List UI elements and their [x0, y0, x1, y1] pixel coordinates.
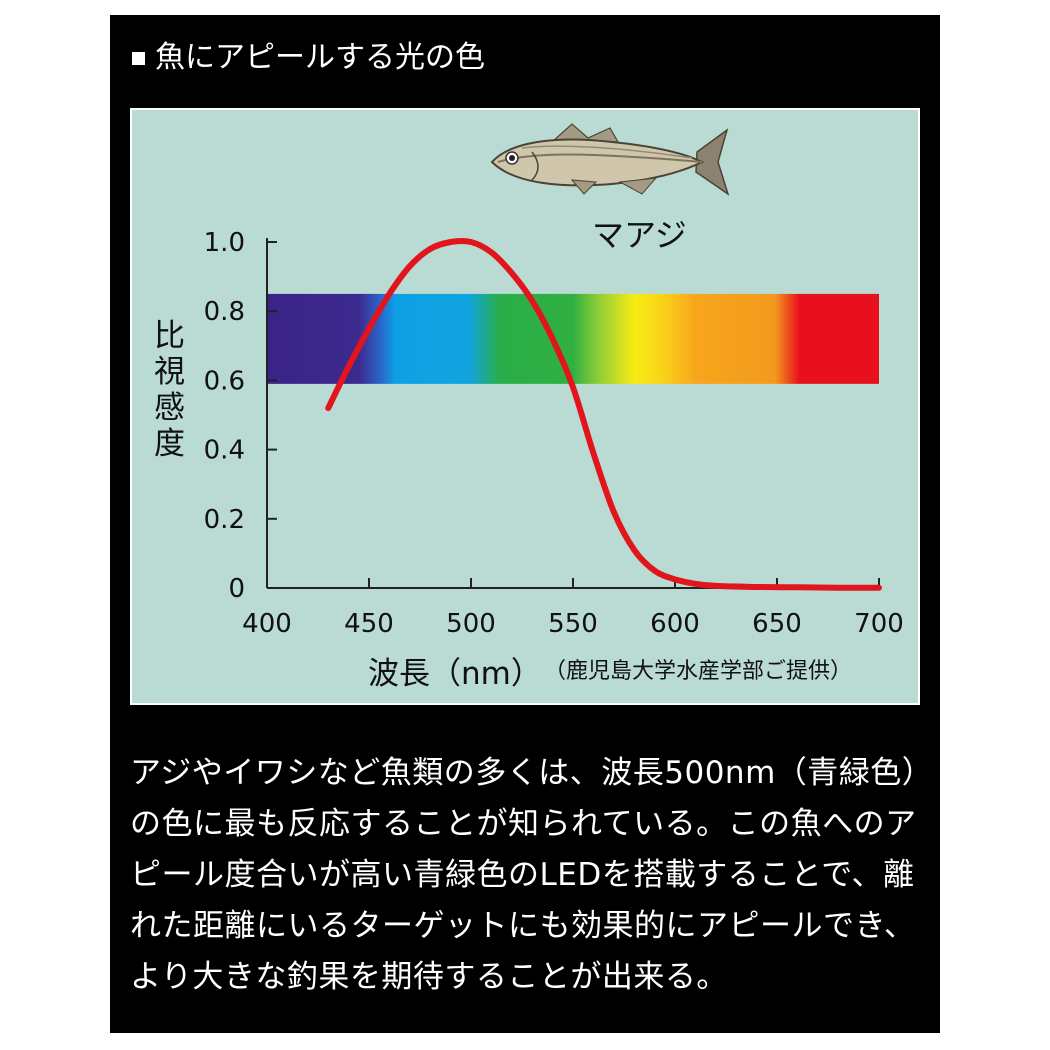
species-label: マアジ: [592, 216, 687, 254]
spectrum-band: [267, 293, 879, 384]
spectral-sensitivity-chart: 0 0.2 0.4 0.6 0.8 1.0 400 450 500 550 600 650 700 マ…: [154, 123, 904, 692]
x-tick-label: 650: [752, 609, 802, 639]
y-tick-label: 0.4: [204, 436, 245, 466]
y-tick-label: 0.8: [204, 297, 245, 327]
fish-icon: [490, 123, 730, 196]
square-bullet-icon: [132, 52, 145, 65]
sensitivity-curve: [325, 237, 882, 591]
x-axis-label: 波長（nm）: [368, 656, 542, 692]
section-heading: 魚にアピールする光の色: [132, 38, 485, 78]
y-tick-label: 0.2: [204, 505, 245, 535]
x-tick-label: 400: [242, 609, 292, 639]
spectrum-band-rect: [267, 293, 879, 384]
x-tick-label: 600: [650, 609, 700, 639]
x-tick-label: 700: [854, 609, 904, 639]
axes: [266, 238, 879, 589]
source-note: （鹿児島大学水産学部ご提供）: [544, 659, 852, 684]
y-tick-label: 1.0: [204, 228, 245, 258]
description-text: アジやイワシなど魚類の多くは、波長500nm（青緑色）の色に最も反応することが知…: [130, 755, 918, 995]
heading-text: 魚にアピールする光の色: [155, 40, 485, 75]
y-tick-label: 0.6: [204, 366, 245, 396]
y-axis-label: 比視感度: [154, 318, 185, 462]
x-tick-label: 450: [344, 609, 394, 639]
y-tick-label: 0: [228, 574, 245, 604]
x-tick-label: 500: [446, 609, 496, 639]
chart-area: 0 0.2 0.4 0.6 0.8 1.0 400 450 500 550 600 650 700 マ…: [130, 108, 920, 705]
x-tick-label: 550: [548, 609, 598, 639]
y-ticks: 0 0.2 0.4 0.6 0.8 1.0: [204, 228, 277, 604]
x-ticks: 400 450 500 550 600 650 700: [242, 578, 904, 639]
